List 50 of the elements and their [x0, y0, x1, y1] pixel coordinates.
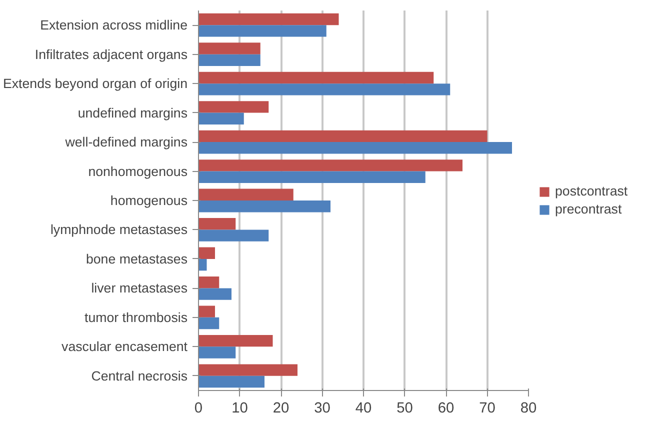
legend-label: precontrast: [555, 202, 622, 216]
y-tick-label: lymphnode metastases: [50, 222, 188, 238]
bar: [198, 130, 488, 142]
bar: [198, 346, 236, 358]
x-tick-label: 50: [396, 400, 413, 416]
bar: [198, 317, 220, 330]
bar: [198, 218, 236, 230]
bar: [198, 112, 244, 124]
bar: [198, 171, 426, 183]
bar: [198, 101, 269, 113]
bar: [198, 142, 512, 154]
y-tick-label: nonhomogenous: [88, 164, 188, 179]
bar: [198, 364, 298, 376]
y-tick-label: homogenous: [110, 193, 188, 208]
x-tick-label: 80: [520, 400, 537, 416]
bar: [198, 276, 220, 288]
bar: [198, 54, 260, 66]
y-tick-label: bone metastases: [86, 251, 188, 266]
bar: [198, 160, 462, 172]
y-tick-label: Central necrosis: [91, 368, 188, 384]
bar: [198, 200, 330, 212]
y-tick-label: liver metastases: [91, 280, 188, 296]
bar: [198, 230, 269, 242]
y-tick-label: undefined margins: [78, 105, 188, 120]
y-tick-label: Infiltrates adjacent organs: [34, 46, 188, 62]
bar: [198, 258, 207, 271]
x-tick-label: 70: [479, 400, 496, 416]
bar: [198, 247, 215, 259]
bar: [198, 84, 450, 96]
x-tick-label: 0: [194, 400, 203, 416]
bar: [198, 288, 232, 300]
bar: [198, 25, 326, 37]
y-tick-label: Extends beyond organ of origin: [3, 76, 188, 92]
bar: [198, 188, 294, 200]
bar: [198, 376, 264, 388]
bar: [198, 42, 260, 54]
bar: [198, 306, 215, 318]
y-tick-label: well-defined margins: [64, 134, 188, 150]
y-tick-label: tumor thrombosis: [84, 310, 188, 325]
x-tick-label: 40: [355, 400, 372, 416]
bar: [198, 13, 339, 26]
y-tick-label: Extension across midline: [40, 18, 188, 33]
bar: [198, 334, 273, 347]
x-tick-label: 30: [314, 400, 330, 416]
legend-label: postcontrast: [555, 184, 628, 198]
y-tick-label: vascular encasement: [62, 339, 188, 354]
x-tick-label: 60: [438, 400, 454, 416]
x-tick-label: 10: [232, 400, 248, 416]
bar: [198, 72, 434, 84]
x-tick-label: 20: [272, 400, 290, 416]
